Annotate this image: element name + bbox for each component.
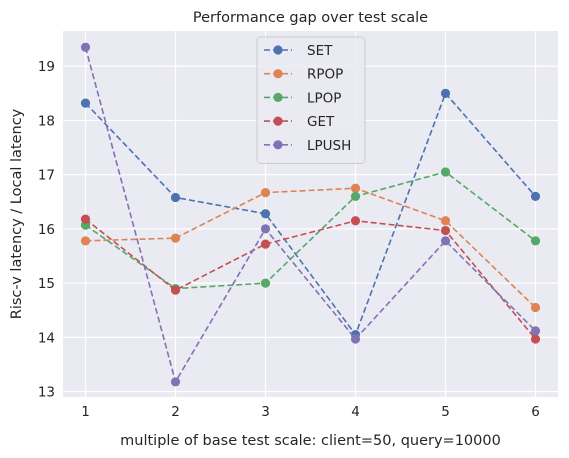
- data-point: [350, 183, 361, 193]
- y-tick-label: 14: [38, 330, 55, 346]
- series-rpop: [80, 183, 541, 313]
- legend-label: GET: [307, 114, 335, 130]
- series-get: [80, 214, 541, 344]
- x-tick-label: 4: [351, 404, 360, 420]
- data-point: [170, 377, 181, 387]
- data-point: [440, 236, 451, 246]
- x-tick-label: 1: [81, 404, 90, 420]
- y-tick-label: 15: [38, 276, 55, 292]
- data-point: [260, 187, 271, 198]
- y-axis-label: Risc-v latency / Local latency: [9, 108, 25, 319]
- legend-marker: [273, 140, 283, 150]
- series-set: [80, 88, 541, 340]
- data-point: [170, 233, 181, 243]
- legend-item: GET: [264, 114, 335, 130]
- data-point: [530, 326, 541, 336]
- data-point: [530, 191, 541, 201]
- legend-box: [256, 36, 366, 164]
- legend-marker: [273, 92, 283, 102]
- legend-label: LPUSH: [307, 138, 351, 154]
- y-tick-label: 19: [38, 59, 55, 75]
- data-point: [440, 216, 451, 226]
- legend-marker: [273, 69, 283, 79]
- series-layer: [80, 42, 541, 387]
- y-tick-label: 17: [38, 168, 55, 184]
- x-tick-labels: 1 2 3 4 5 6: [81, 404, 540, 420]
- series-line: [85, 187, 537, 309]
- data-point: [350, 216, 361, 226]
- series-line: [84, 91, 537, 337]
- x-tick-label: 6: [531, 404, 540, 420]
- data-point: [170, 285, 181, 295]
- data-point: [350, 191, 361, 201]
- data-point: [350, 334, 361, 344]
- y-tick-label: 13: [38, 385, 55, 401]
- legend-item: SET: [264, 43, 333, 59]
- data-point: [80, 42, 91, 52]
- legend-item: RPOP: [264, 67, 343, 83]
- legend-item: LPOP: [264, 90, 341, 106]
- chart-title: Performance gap over test scale: [193, 10, 428, 26]
- legend-label: SET: [307, 43, 333, 59]
- data-point: [80, 98, 91, 108]
- data-point: [530, 302, 541, 313]
- x-tick-label: 2: [171, 404, 180, 420]
- data-point: [440, 225, 451, 236]
- legend-marker: [273, 116, 283, 126]
- data-point: [80, 236, 91, 246]
- y-tick-labels: 13 14 15 16 17 18 19: [38, 59, 55, 400]
- x-tick-label: 3: [261, 404, 270, 420]
- data-point: [440, 88, 451, 98]
- data-point: [530, 334, 541, 344]
- y-tick-label: 18: [38, 113, 55, 129]
- x-axis-label: multiple of base test scale: client=50, …: [120, 433, 501, 449]
- legend-label: RPOP: [307, 67, 343, 83]
- x-tick-label: 5: [441, 404, 450, 420]
- series-lpush: [80, 42, 541, 387]
- series-line: [84, 47, 537, 384]
- legend-marker: [273, 45, 283, 55]
- data-point: [260, 209, 271, 219]
- data-point: [260, 278, 271, 288]
- legend: SET RPOP LPOP GET LPUSH: [256, 36, 366, 164]
- legend-item: LPUSH: [264, 138, 351, 154]
- data-point: [80, 214, 91, 224]
- data-point: [260, 224, 271, 234]
- series-line: [85, 218, 537, 340]
- data-point: [440, 167, 451, 177]
- legend-label: LPOP: [307, 90, 341, 106]
- data-point: [170, 192, 181, 203]
- data-point: [530, 236, 541, 246]
- y-tick-label: 16: [38, 222, 55, 238]
- data-point: [260, 239, 271, 249]
